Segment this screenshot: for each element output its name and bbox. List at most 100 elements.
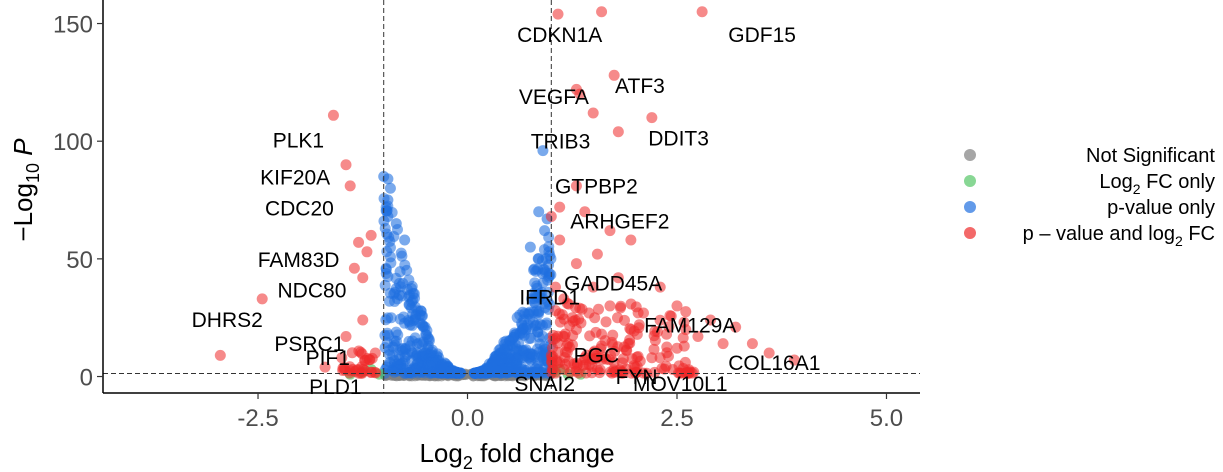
point-p-value-and-log2fc xyxy=(336,352,348,364)
point-p-value-only xyxy=(405,346,417,358)
gene-label: FAM83D xyxy=(258,249,340,272)
point-p-value-and-log2fc xyxy=(679,356,691,368)
gene-label: VEGFA xyxy=(519,86,589,109)
point-p-value-and-log2fc xyxy=(611,312,623,324)
point-p-value-and-log2fc xyxy=(256,293,268,305)
point-p-value-only xyxy=(538,298,550,310)
point-p-value-and-log2fc xyxy=(661,341,673,353)
gene-label: PLD1 xyxy=(309,376,362,399)
point-p-value-and-log2fc xyxy=(369,347,381,359)
point-p-value-only xyxy=(507,332,519,344)
legend-label: p – value and log2 FC xyxy=(1023,223,1215,249)
point-p-value-and-log2fc xyxy=(664,310,676,322)
point-p-value-and-log2fc xyxy=(625,323,637,335)
point-p-value-and-log2fc xyxy=(677,332,689,344)
point-p-value-only xyxy=(393,277,405,289)
point-p-value-only xyxy=(424,360,436,372)
point-p-value-and-log2fc xyxy=(616,357,628,369)
y-axis-title: −Log10 P xyxy=(8,138,43,242)
point-p-value-and-log2fc xyxy=(649,366,661,378)
point-p-value-and-log2fc xyxy=(570,258,582,270)
point-p-value-only xyxy=(496,352,508,364)
point-p-value-only xyxy=(518,329,530,341)
gene-label: CDKN1A xyxy=(517,24,602,47)
point-p-value-and-log2fc xyxy=(357,314,369,326)
point-p-value-only xyxy=(403,274,415,286)
point-p-value-only xyxy=(399,234,411,246)
point-p-value-and-log2fc xyxy=(346,347,358,359)
point-p-value-only xyxy=(529,320,541,332)
point-p-value-and-log2fc xyxy=(344,180,356,192)
point-p-value-and-log2fc xyxy=(361,246,373,258)
point-p-value-only xyxy=(383,295,395,307)
point-p-value-and-log2fc xyxy=(566,312,578,324)
legend-label: p-value only xyxy=(1107,197,1215,219)
gene-label: DHRS2 xyxy=(192,309,263,332)
point-p-value-and-log2fc xyxy=(369,366,381,378)
point-p-value-only xyxy=(379,279,391,291)
point-p-value-and-log2fc xyxy=(671,342,683,354)
point-p-value-only xyxy=(401,264,413,276)
point-p-value-and-log2fc xyxy=(596,328,608,340)
point-p-value-and-log2fc xyxy=(353,236,365,248)
point-p-value-and-log2fc xyxy=(591,363,603,375)
point-p-value-only xyxy=(528,264,540,276)
point-p-value-and-log2fc xyxy=(558,313,570,325)
point-p-value-only xyxy=(384,182,396,194)
point-p-value-and-log2fc xyxy=(651,326,663,338)
point-p-value-and-log2fc xyxy=(600,316,612,328)
point-p-value-and-log2fc xyxy=(570,302,582,314)
point-p-value-and-log2fc xyxy=(353,363,365,375)
point-p-value-and-log2fc xyxy=(662,350,674,362)
point-p-value-only xyxy=(539,225,551,237)
point-p-value-only xyxy=(403,299,415,311)
axes xyxy=(102,0,920,394)
point-p-value-and-log2fc xyxy=(552,8,564,20)
point-p-value-only xyxy=(518,344,530,356)
point-p-value-only xyxy=(541,317,553,329)
gene-labels: CDKN1A GDF15 ATF3 VEGFA DDIT3 TRIB3 PLK1 KIF20A… xyxy=(192,24,821,399)
point-p-value-only xyxy=(410,311,422,323)
point-p-value-and-log2fc xyxy=(646,112,658,124)
legend-key xyxy=(964,201,976,213)
point-p-value-only xyxy=(380,263,392,275)
point-p-value-only xyxy=(536,350,548,362)
point-p-value-and-log2fc xyxy=(612,126,624,138)
point-p-value-and-log2fc xyxy=(357,272,369,284)
point-p-value-only xyxy=(390,326,402,338)
point-p-value-and-log2fc xyxy=(591,248,603,260)
gene-label: GADD45A xyxy=(564,273,662,296)
point-p-value-and-log2fc xyxy=(554,201,566,213)
gene-label: ARHGEF2 xyxy=(570,211,669,234)
point-p-value-only xyxy=(498,343,510,355)
gene-label: TRIB3 xyxy=(531,131,591,154)
gene-label: PSRC1 xyxy=(274,333,344,356)
point-p-value-and-log2fc xyxy=(319,361,331,373)
point-p-value-and-log2fc xyxy=(583,307,595,319)
gene-label: IFRD1 xyxy=(519,286,580,309)
point-p-value-only xyxy=(416,349,428,361)
threshold-lines xyxy=(103,0,920,393)
point-p-value-and-log2fc xyxy=(671,300,683,312)
point-p-value-and-log2fc xyxy=(579,352,591,364)
point-p-value-and-log2fc xyxy=(596,340,608,352)
point-p-value-only xyxy=(411,338,423,350)
point-p-value-and-log2fc xyxy=(574,88,586,100)
legend-key xyxy=(964,175,976,187)
point-p-value-and-log2fc xyxy=(615,300,627,312)
point-p-value-only xyxy=(381,228,393,240)
point-p-value-and-log2fc xyxy=(648,343,660,355)
point-p-value-and-log2fc xyxy=(570,361,582,373)
point-p-value-only xyxy=(491,365,503,377)
point-p-value-and-log2fc xyxy=(621,345,633,357)
gene-label: PIF1 xyxy=(306,347,350,370)
point-p-value-only xyxy=(533,206,545,218)
point-p-value-and-log2fc xyxy=(705,314,717,326)
legend-label: Not Significant xyxy=(1086,145,1215,167)
point-p-value-only xyxy=(537,330,549,342)
point-p-value-and-log2fc xyxy=(340,159,352,171)
x-tick-label: 0.0 xyxy=(451,405,484,432)
point-p-value-only xyxy=(445,365,457,377)
point-p-value-only xyxy=(524,241,536,253)
legend-key xyxy=(964,149,976,161)
